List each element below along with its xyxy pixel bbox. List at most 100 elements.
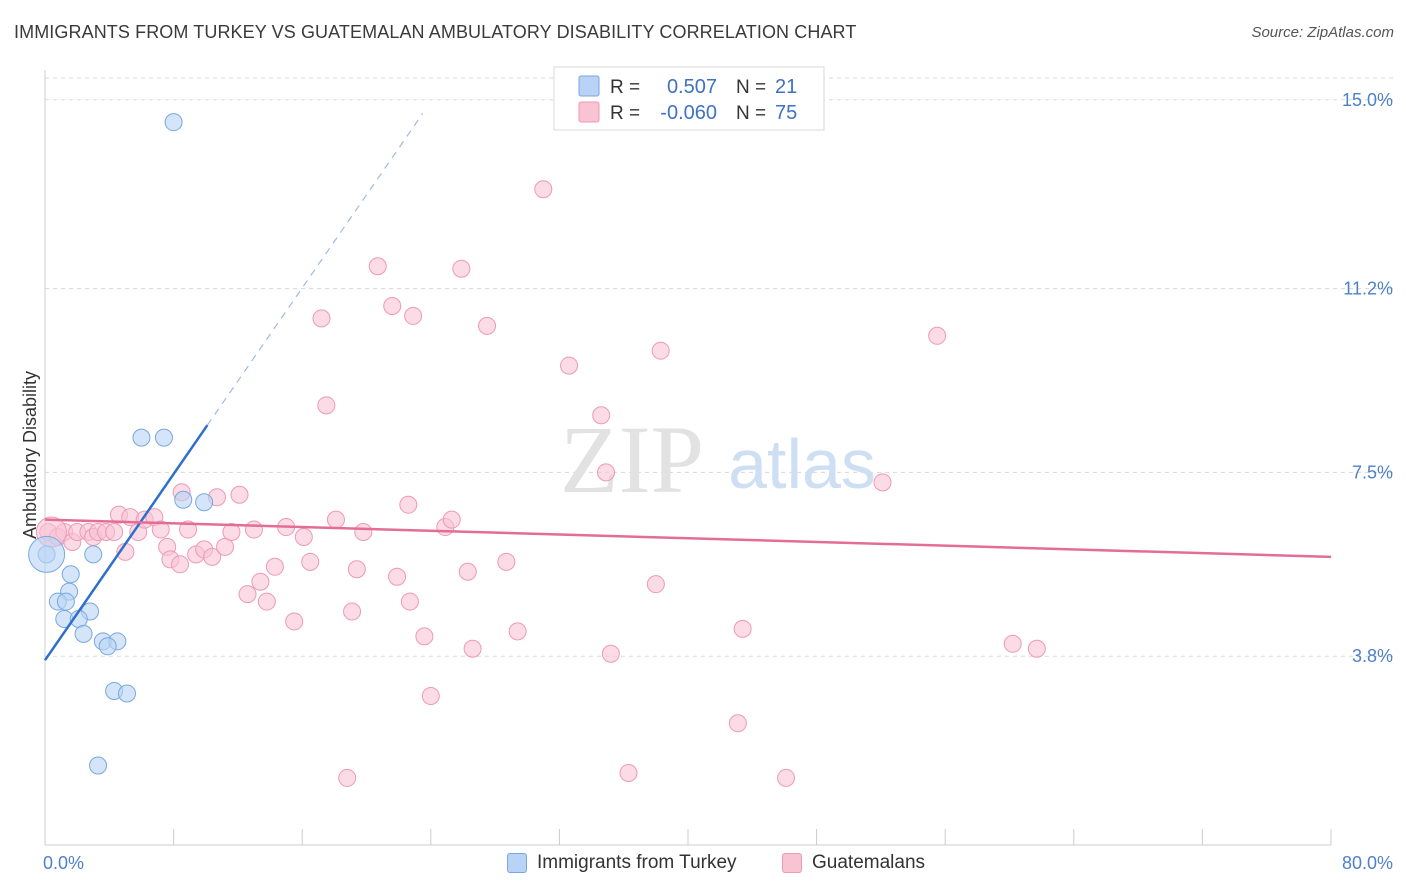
axis-layer (44, 70, 1332, 846)
guatemalans-point (105, 523, 124, 542)
turkey-point (195, 493, 214, 512)
guatemalans-point (244, 520, 263, 539)
turkey-point (117, 684, 136, 703)
guatemalans-point (728, 714, 747, 733)
guatemalans-point (216, 537, 235, 556)
turkey-point (84, 545, 103, 564)
legend-swatch-guatemalans (782, 853, 802, 873)
guatemalans-point (338, 768, 357, 787)
guatemalans-point (458, 562, 477, 581)
guatemalans-point (592, 406, 611, 425)
source-credit: Source: ZipAtlas.com (1251, 24, 1394, 41)
guatemalans-point (222, 523, 241, 542)
turkey-point (89, 756, 108, 775)
stats-legend-swatch-pink (578, 101, 600, 123)
guatemalans-points (35, 180, 1046, 787)
stats-n-value-blue: 21 (775, 76, 797, 98)
guatemalans-point (388, 567, 407, 586)
turkey-point (98, 637, 117, 656)
turkey-point (74, 624, 93, 643)
guatemalans-point (560, 356, 579, 375)
legend-item-turkey: Immigrants from Turkey (507, 852, 737, 874)
turkey-point (56, 592, 75, 611)
turkey-point (174, 490, 193, 509)
watermark-zip: ZIP (560, 406, 704, 513)
y-axis-label: Ambulatory Disability (20, 371, 40, 539)
x-tick-label-max: 80.0% (1342, 853, 1393, 873)
guatemalans-point (171, 555, 190, 574)
guatemalans-point (651, 341, 670, 360)
guatemalans-point (463, 639, 482, 658)
guatemalans-point (421, 686, 440, 705)
guatemalans-point (415, 627, 434, 646)
guatemalans-point (404, 306, 423, 325)
y-tick-label: 7.5% (1352, 462, 1393, 482)
guatemalans-point (179, 520, 198, 539)
turkey-point (61, 565, 80, 584)
stats-r-label-pink: R = (610, 103, 640, 124)
guatemalans-point (873, 473, 892, 492)
guatemalans-point (265, 557, 284, 576)
trend-lines (43, 113, 1332, 661)
guatemalans-point (230, 485, 249, 504)
guatemalans-point (317, 396, 336, 415)
watermark-atlas: atlas (728, 425, 876, 503)
guatemalans-point (368, 257, 387, 276)
guatemalans-point (301, 552, 320, 571)
guatemalans-point (646, 575, 665, 594)
guatemalans-point (534, 180, 553, 199)
turkey-point (154, 428, 173, 447)
guatemalans-point (733, 619, 752, 638)
stats-legend-swatch-blue (578, 75, 600, 97)
guatemalans-point (1027, 639, 1046, 658)
guatemalans-point (312, 309, 331, 328)
guatemalans-point (238, 585, 257, 604)
guatemalans-point (452, 259, 471, 278)
turkey-points (28, 113, 214, 775)
y-tick-label: 3.8% (1352, 646, 1393, 666)
legend-label-turkey: Immigrants from Turkey (537, 852, 737, 873)
guatemalans-point (399, 495, 418, 514)
guatemalans-point (619, 763, 638, 782)
guatemalans-point (442, 510, 461, 529)
guatemalans-point (203, 547, 222, 566)
chart-title: IMMIGRANTS FROM TURKEY VS GUATEMALAN AMB… (14, 22, 857, 42)
guatemalans-point (1003, 634, 1022, 653)
stats-n-value-pink: 75 (775, 102, 797, 124)
guatemalans-point (508, 622, 527, 641)
guatemalans-point (294, 527, 313, 546)
guatemalans-point (383, 296, 402, 315)
guatemalans-point (257, 592, 276, 611)
y-tick-label: 11.2% (1343, 279, 1393, 299)
turkey-trend-extension (206, 113, 424, 426)
guatemalans-point (151, 520, 170, 539)
stats-n-label-pink: N = (736, 103, 766, 124)
guatemalans-point (251, 572, 270, 591)
guatemalans-point (354, 523, 373, 542)
guatemalans-point (326, 510, 345, 529)
guatemalans-point (497, 552, 516, 571)
stats-r-value-blue: 0.507 (667, 76, 717, 98)
watermark: ZIP atlas (560, 406, 876, 513)
turkey-point (132, 428, 151, 447)
legend-swatch-turkey (507, 853, 527, 873)
turkey-trend-line (43, 424, 209, 661)
guatemalans-point (597, 463, 616, 482)
guatemalans-point (400, 592, 419, 611)
guatemalans-point (601, 644, 620, 663)
guatemalans-point (343, 602, 362, 621)
stats-legend: R = 0.507 N = 21 R = -0.060 N = 75 (553, 66, 825, 131)
x-tick-label-min: 0.0% (43, 853, 84, 873)
guatemalans-point (347, 560, 366, 579)
series-legend: Immigrants from Turkey Guatemalans (0, 850, 1406, 880)
stats-r-label-blue: R = (610, 77, 640, 98)
turkey-point-cluster (28, 535, 66, 573)
legend-label-guatemalans: Guatemalans (812, 852, 926, 873)
guatemalans-point (928, 326, 947, 345)
guatemalans-point (285, 612, 304, 631)
stats-n-label-blue: N = (736, 77, 766, 98)
grid-layer: 3.8% 7.5% 11.2% 15.0% (45, 77, 1393, 666)
guatemalans-point (478, 316, 497, 335)
turkey-point (164, 113, 183, 132)
